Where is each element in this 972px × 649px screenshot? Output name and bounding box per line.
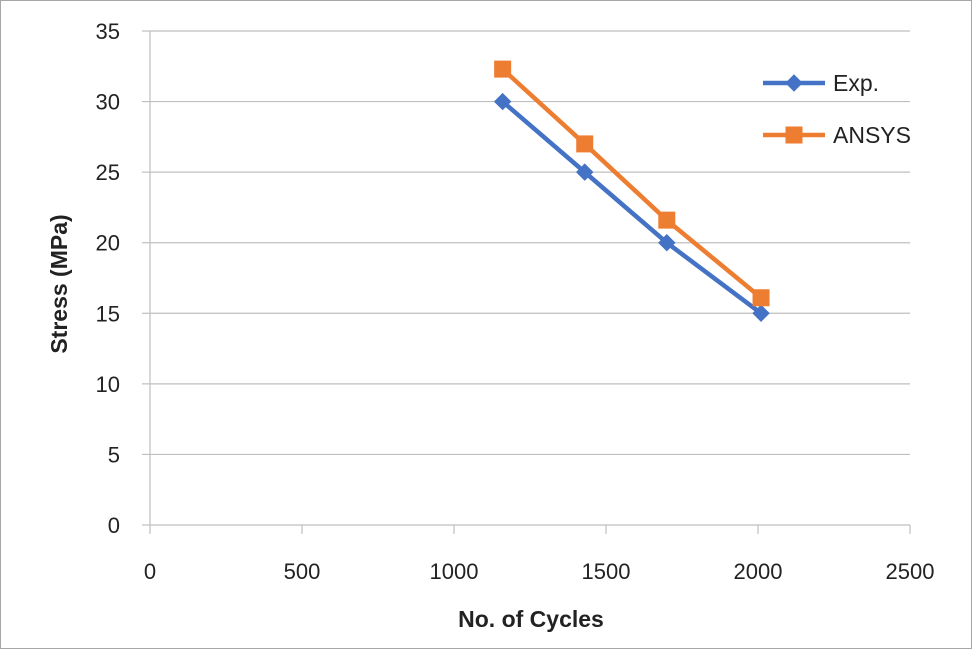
data-point [658,211,676,229]
x-tick-label: 500 [284,559,321,584]
legend-entry: Exp. [763,70,879,96]
data-series [493,60,770,322]
grid-lines [150,30,910,456]
y-tick-label: 10 [96,372,120,397]
y-tick-label: 35 [96,19,120,44]
data-point [752,289,770,307]
legend-marker [785,74,803,92]
y-axis-title: Stress (MPa) [46,214,72,353]
series-line [501,99,763,316]
x-axis-title: No. of Cycles [458,606,604,632]
series-ansys [494,60,770,307]
axes [142,30,911,534]
series-line [501,67,763,300]
y-tick-label: 30 [96,90,120,115]
data-point [494,60,512,78]
y-tick-label: 25 [96,160,120,185]
y-tick-label: 15 [96,301,120,326]
x-tick-label: 1500 [582,559,631,584]
y-tick-label: 0 [108,513,120,538]
legend-marker [785,126,803,144]
y-tick-label: 5 [108,442,120,467]
x-tick-labels: 0 500 1000 1500 2000 2500 [144,559,935,584]
data-point [493,92,512,111]
x-tick-label: 2000 [734,559,783,584]
legend-label: ANSYS [833,122,911,148]
y-tick-label: 20 [96,231,120,256]
legend-entry: ANSYS [763,122,911,148]
legend: Exp. ANSYS [763,70,911,148]
series-exp [493,92,770,322]
x-tick-label: 0 [144,559,156,584]
x-tick-label: 2500 [886,559,935,584]
x-tick-label: 1000 [430,559,479,584]
data-point [576,163,594,181]
data-point [752,304,770,322]
data-point [576,135,594,153]
legend-label: Exp. [833,70,879,96]
y-tick-labels: 0 5 10 15 20 25 30 35 [96,19,120,538]
data-point [658,234,676,252]
